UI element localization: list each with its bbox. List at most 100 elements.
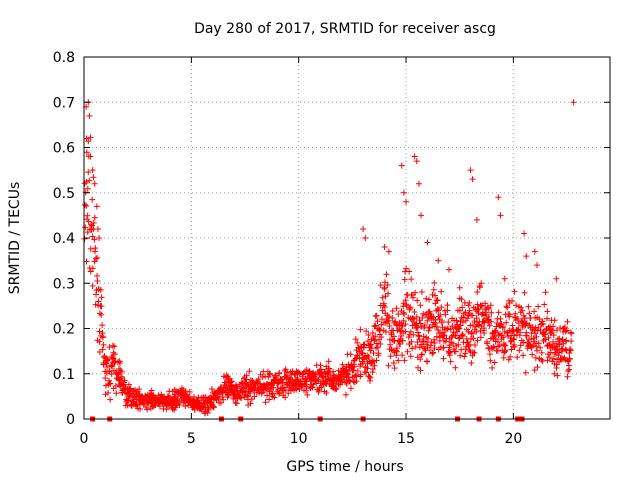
data-point — [247, 400, 254, 407]
data-point — [417, 320, 424, 327]
data-point — [302, 387, 309, 394]
data-point — [107, 396, 114, 403]
data-point — [374, 344, 381, 351]
data-point — [381, 285, 388, 292]
data-point — [369, 366, 376, 373]
data-point — [264, 392, 271, 399]
data-point — [534, 364, 541, 371]
data-point — [407, 353, 414, 360]
data-point — [425, 327, 432, 334]
data-point-peak — [403, 198, 410, 205]
data-point — [278, 377, 285, 384]
data-point — [533, 347, 540, 354]
data-point — [354, 368, 361, 375]
data-point — [551, 370, 558, 377]
data-point — [508, 346, 515, 353]
data-point — [410, 331, 417, 338]
data-point — [440, 355, 447, 362]
data-point — [452, 348, 459, 355]
data-point — [467, 336, 474, 343]
data-point — [401, 357, 408, 364]
data-point — [466, 307, 473, 314]
data-point — [391, 365, 398, 372]
data-point — [103, 357, 110, 364]
data-point — [539, 358, 546, 365]
data-point — [432, 300, 439, 307]
data-point — [523, 332, 530, 339]
data-point — [456, 325, 463, 332]
data-point-peak — [501, 275, 508, 282]
data-point — [106, 344, 113, 351]
data-point — [502, 342, 509, 349]
data-point — [81, 201, 88, 208]
data-point — [486, 351, 493, 358]
data-point — [304, 391, 311, 398]
data-point — [227, 379, 234, 386]
data-point — [91, 236, 98, 243]
data-point — [457, 352, 464, 359]
data-point — [507, 353, 514, 360]
data-point — [445, 318, 452, 325]
data-point — [87, 134, 94, 141]
data-point — [433, 333, 440, 340]
data-point — [89, 265, 96, 272]
data-point — [92, 245, 99, 252]
data-point — [496, 342, 503, 349]
data-point — [89, 196, 96, 203]
data-point — [365, 353, 372, 360]
data-point — [514, 354, 521, 361]
data-point — [144, 406, 151, 413]
data-point — [532, 330, 539, 337]
data-point — [384, 281, 391, 288]
data-point — [564, 318, 571, 325]
data-point — [503, 303, 510, 310]
data-point — [214, 394, 221, 401]
data-point-peak — [542, 289, 549, 296]
y-tick-label: 0 — [66, 412, 75, 428]
x-tick-label: 5 — [187, 431, 196, 447]
data-point — [96, 310, 103, 317]
data-point — [416, 336, 423, 343]
data-point — [113, 390, 120, 397]
data-point — [97, 286, 104, 293]
data-point — [381, 303, 388, 310]
data-point — [284, 369, 291, 376]
data-point — [417, 356, 424, 363]
data-point — [509, 297, 516, 304]
data-point — [91, 214, 98, 221]
data-point — [539, 318, 546, 325]
data-point — [469, 312, 476, 319]
data-point-peak — [497, 212, 504, 219]
data-point — [509, 322, 516, 329]
data-point — [429, 291, 436, 298]
data-point — [566, 366, 573, 373]
data-point — [538, 356, 545, 363]
data-point — [465, 343, 472, 350]
data-point — [223, 372, 230, 379]
data-point — [399, 337, 406, 344]
data-point — [515, 315, 522, 322]
data-point — [266, 396, 273, 403]
data-point — [442, 338, 449, 345]
data-point — [487, 357, 494, 364]
data-point — [435, 327, 442, 334]
chart-title: Day 280 of 2017, SRMTID for receiver asc… — [194, 21, 496, 37]
data-point — [458, 332, 465, 339]
data-point-peak — [94, 225, 101, 232]
data-point — [266, 371, 273, 378]
data-point — [420, 333, 427, 340]
data-point — [418, 289, 425, 296]
data-point — [380, 327, 387, 334]
data-point — [371, 323, 378, 330]
data-point — [375, 350, 382, 357]
data-point — [550, 332, 557, 339]
data-point — [427, 342, 434, 349]
data-point — [531, 367, 538, 374]
data-point — [521, 315, 528, 322]
data-point — [456, 307, 463, 314]
data-point — [460, 314, 467, 321]
data-point — [182, 388, 189, 395]
data-point — [389, 307, 396, 314]
data-point — [414, 324, 421, 331]
data-point — [474, 289, 481, 296]
